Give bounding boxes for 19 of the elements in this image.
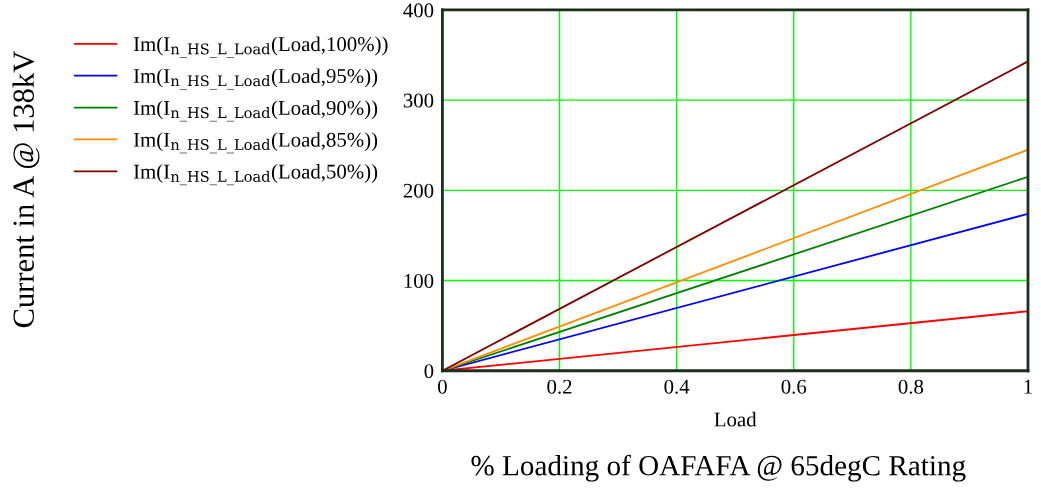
y-tick-label: 0: [424, 364, 434, 379]
y-tick-label: 100: [404, 273, 434, 288]
x-tick-label: 0: [438, 379, 447, 394]
x-tick-label: 0.4: [664, 379, 690, 394]
y-tick-label: 300: [403, 93, 434, 108]
x-tick-label: 0.6: [781, 379, 807, 394]
y-tick-label: 400: [403, 3, 434, 18]
legend-label: Im(I$_{n_HS_L_Load}$(Load,100%)): [133, 36, 388, 58]
legend-label: Im(I$_{n_HS_L_Load}$(Load,50%)): [133, 164, 378, 186]
x-tick-label: 1: [1024, 379, 1032, 394]
x-tick-label: 0.8: [898, 379, 924, 394]
legend-label: Im(I$_{n_HS_L_Load}$(Load,95%)): [133, 68, 378, 90]
x-tick-label: 0.2: [547, 379, 572, 394]
legend-label: Im(I$_{n_HS_L_Load}$(Load,90%)): [133, 100, 378, 122]
legend-label: Im(I$_{n_HS_L_Load}$(Load,85%)): [133, 132, 378, 154]
text: Current in A @ 138kV: [12, 51, 40, 328]
x-axis-title: Load: [714, 411, 757, 427]
y-tick-label: 200: [403, 183, 434, 198]
text: % Loading of OAFAFA @ 65degC Rating: [471, 454, 966, 482]
